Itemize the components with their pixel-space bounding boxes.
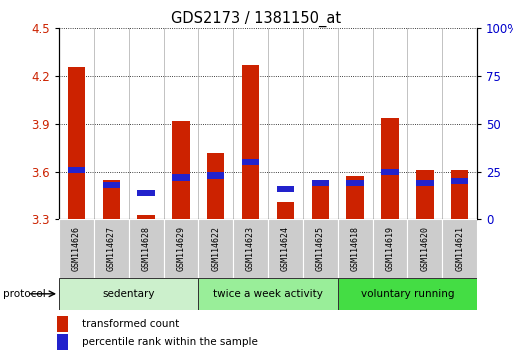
Text: GSM114625: GSM114625 — [316, 226, 325, 271]
Text: transformed count: transformed count — [82, 319, 180, 329]
Bar — [338, 278, 477, 310]
Bar — [172, 121, 190, 219]
Bar — [57, 316, 68, 332]
Bar — [407, 219, 442, 278]
Bar — [416, 170, 433, 219]
Bar — [59, 278, 199, 310]
Text: GSM114623: GSM114623 — [246, 226, 255, 271]
Bar — [277, 186, 294, 192]
Bar — [68, 67, 85, 219]
Text: GSM114629: GSM114629 — [176, 226, 185, 271]
Text: GDS2173 / 1381150_at: GDS2173 / 1381150_at — [171, 11, 342, 27]
Bar — [372, 219, 407, 278]
Bar — [442, 219, 477, 278]
Bar — [303, 219, 338, 278]
Bar — [207, 172, 225, 179]
Bar — [68, 167, 85, 173]
Text: GSM114622: GSM114622 — [211, 226, 220, 271]
Bar — [242, 65, 260, 219]
Text: GSM114626: GSM114626 — [72, 226, 81, 271]
Bar — [164, 219, 199, 278]
Text: GSM114627: GSM114627 — [107, 226, 116, 271]
Bar — [381, 118, 399, 219]
Bar — [416, 180, 433, 186]
Text: percentile rank within the sample: percentile rank within the sample — [82, 337, 258, 347]
Bar — [137, 189, 155, 196]
Bar — [242, 159, 260, 165]
Text: voluntary running: voluntary running — [361, 289, 454, 299]
Text: GSM114620: GSM114620 — [420, 226, 429, 271]
Bar — [233, 219, 268, 278]
Bar — [311, 180, 329, 186]
Text: GSM114628: GSM114628 — [142, 226, 151, 271]
Bar — [381, 169, 399, 175]
Text: sedentary: sedentary — [103, 289, 155, 299]
Bar — [451, 178, 468, 184]
Bar — [103, 180, 120, 219]
Bar — [199, 219, 233, 278]
Text: GSM114624: GSM114624 — [281, 226, 290, 271]
Bar — [346, 177, 364, 219]
Bar — [311, 181, 329, 219]
Bar — [172, 174, 190, 181]
Bar — [207, 153, 225, 219]
Bar — [338, 219, 372, 278]
Text: GSM114618: GSM114618 — [351, 226, 360, 271]
Text: protocol: protocol — [3, 289, 45, 299]
Bar — [94, 219, 129, 278]
Bar — [451, 170, 468, 219]
Bar — [59, 219, 94, 278]
Text: GSM114619: GSM114619 — [385, 226, 394, 271]
Bar — [346, 180, 364, 186]
Bar — [57, 334, 68, 350]
Text: twice a week activity: twice a week activity — [213, 289, 323, 299]
Bar — [103, 182, 120, 188]
Bar — [277, 202, 294, 219]
Text: GSM114621: GSM114621 — [455, 226, 464, 271]
Bar — [199, 278, 338, 310]
Bar — [137, 215, 155, 219]
Bar — [268, 219, 303, 278]
Bar — [129, 219, 164, 278]
